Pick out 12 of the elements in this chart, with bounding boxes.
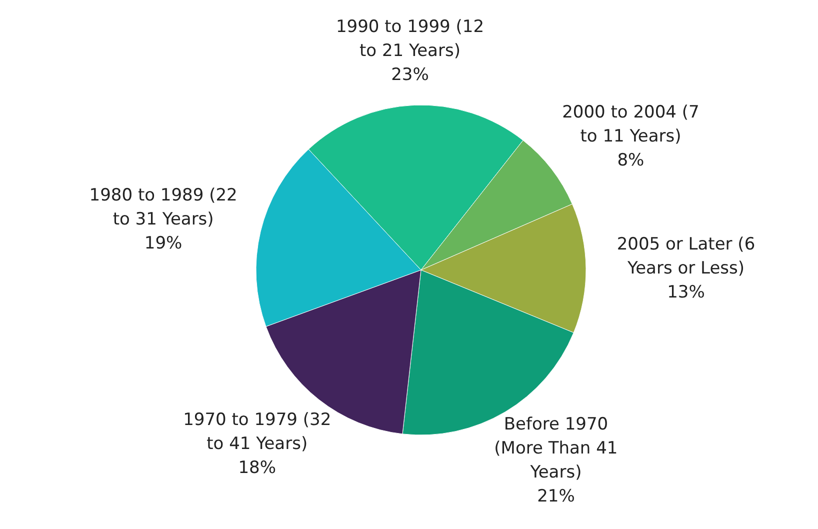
data-label: 21% — [537, 486, 575, 506]
slice-label: 2000 to 2004 (7 to 11 Years) — [562, 102, 700, 147]
slice-label: 1970 to 1979 (32 to 41 Years) — [183, 410, 332, 454]
data-label: 13% — [667, 282, 705, 303]
data-label: 23% — [391, 65, 429, 86]
slice-label: 1990 to 1999 (12 to 21 Years) — [336, 17, 484, 62]
slice-label: 1980 to 1989 (22 to 31 Years) — [89, 186, 238, 230]
data-label: 8% — [617, 150, 644, 171]
slice-label: Before 1970 (More Than 41 Years) — [494, 414, 618, 482]
data-label: 19% — [144, 234, 182, 254]
slice-label: 2005 or Later (6 Years or Less) — [616, 234, 756, 279]
data-label: 18% — [238, 458, 276, 478]
